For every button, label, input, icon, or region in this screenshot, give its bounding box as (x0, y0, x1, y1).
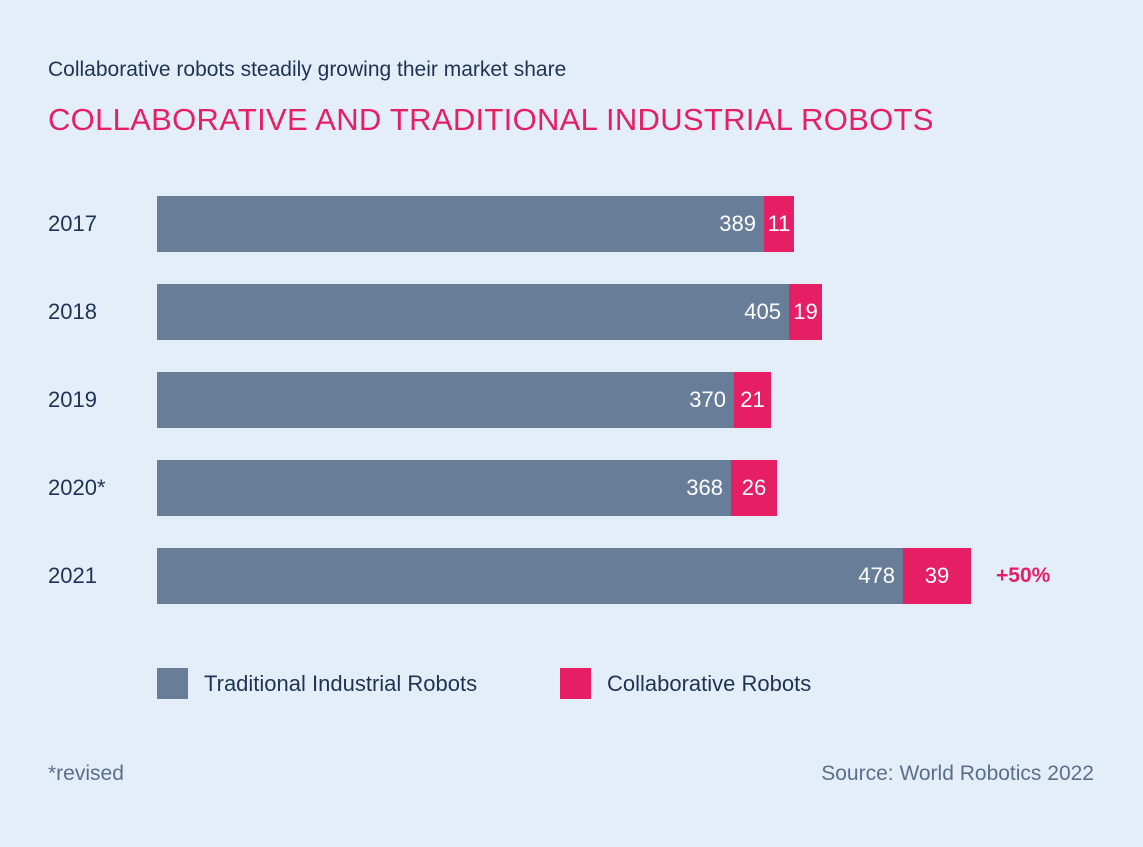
bar-traditional: 405 (157, 284, 789, 340)
bar-collaborative: 26 (731, 460, 777, 516)
bar-traditional: 389 (157, 196, 764, 252)
footnote: *revised (48, 762, 124, 785)
category-label: 2017 (48, 211, 97, 236)
bar-collaborative: 21 (734, 372, 771, 428)
category-label: 2019 (48, 387, 97, 412)
chart-title: COLLABORATIVE AND TRADITIONAL INDUSTRIAL… (48, 102, 934, 137)
growth-annotation: +50% (996, 564, 1051, 587)
bar-traditional: 368 (157, 460, 731, 516)
chart-subtitle: Collaborative robots steadily growing th… (48, 58, 567, 81)
legend-label-collaborative: Collaborative Robots (607, 670, 812, 696)
legend-item-collaborative: Collaborative Robots (560, 668, 811, 699)
legend-label-traditional: Traditional Industrial Robots (204, 670, 478, 696)
legend-item-traditional: Traditional Industrial Robots (157, 668, 477, 699)
legend-swatch-traditional (157, 668, 188, 699)
bar-traditional: 478 (157, 548, 903, 604)
source-note: Source: World Robotics 2022 (821, 762, 1094, 785)
bar-collaborative: 11 (764, 196, 794, 252)
legend-swatch-collaborative (560, 668, 591, 699)
category-label: 2020* (48, 475, 106, 500)
category-label: 2021 (48, 563, 97, 588)
bar-collaborative: 39 (903, 548, 971, 604)
bar-traditional: 370 (157, 372, 734, 428)
category-label: 2018 (48, 299, 97, 324)
bar-collaborative: 19 (789, 284, 822, 340)
